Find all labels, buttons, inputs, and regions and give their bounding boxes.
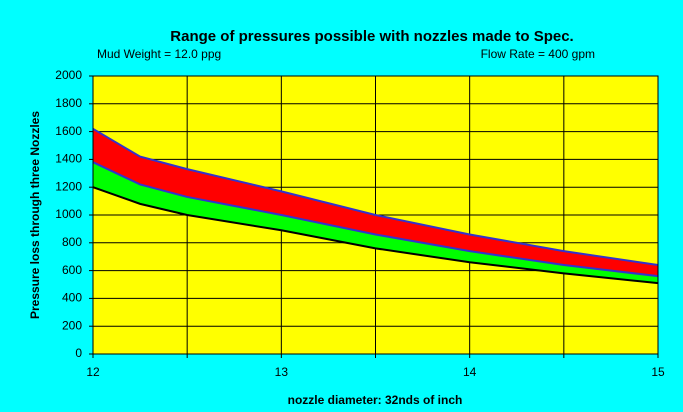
- band-area: [93, 162, 658, 284]
- series-line: [92, 186, 659, 285]
- x-axis-label: nozzle diameter: 32nds of inch: [288, 393, 463, 407]
- y-tick-label: 1000: [55, 207, 82, 221]
- x-tick-label: 13: [275, 365, 289, 379]
- y-tick-label: 1600: [55, 124, 82, 138]
- chart-title: Range of pressures possible with nozzles…: [170, 28, 573, 45]
- y-tick-label: 400: [62, 291, 82, 305]
- x-tick-label: 12: [86, 365, 100, 379]
- band-area: [93, 128, 658, 277]
- y-tick-label: 1800: [55, 96, 82, 110]
- annotation: Mud Weight = 12.0 ppg: [97, 47, 221, 61]
- series-line: [92, 161, 659, 278]
- x-tick-label: 14: [463, 365, 477, 379]
- y-tick-label: 600: [62, 263, 82, 277]
- x-tick-label: 15: [651, 365, 665, 379]
- series-line: [92, 127, 659, 267]
- y-tick-label: 2000: [55, 68, 82, 82]
- y-axis-label: Pressure loss through three Nozzles: [28, 111, 42, 319]
- marks: [92, 75, 659, 355]
- y-tick-label: 200: [62, 318, 82, 332]
- y-tick-label: 1200: [55, 179, 82, 193]
- y-tick-label: 800: [62, 235, 82, 249]
- y-tick-label: 1400: [55, 152, 82, 166]
- annotation: Flow Rate = 400 gpm: [481, 47, 595, 61]
- y-tick-label: 0: [75, 346, 82, 360]
